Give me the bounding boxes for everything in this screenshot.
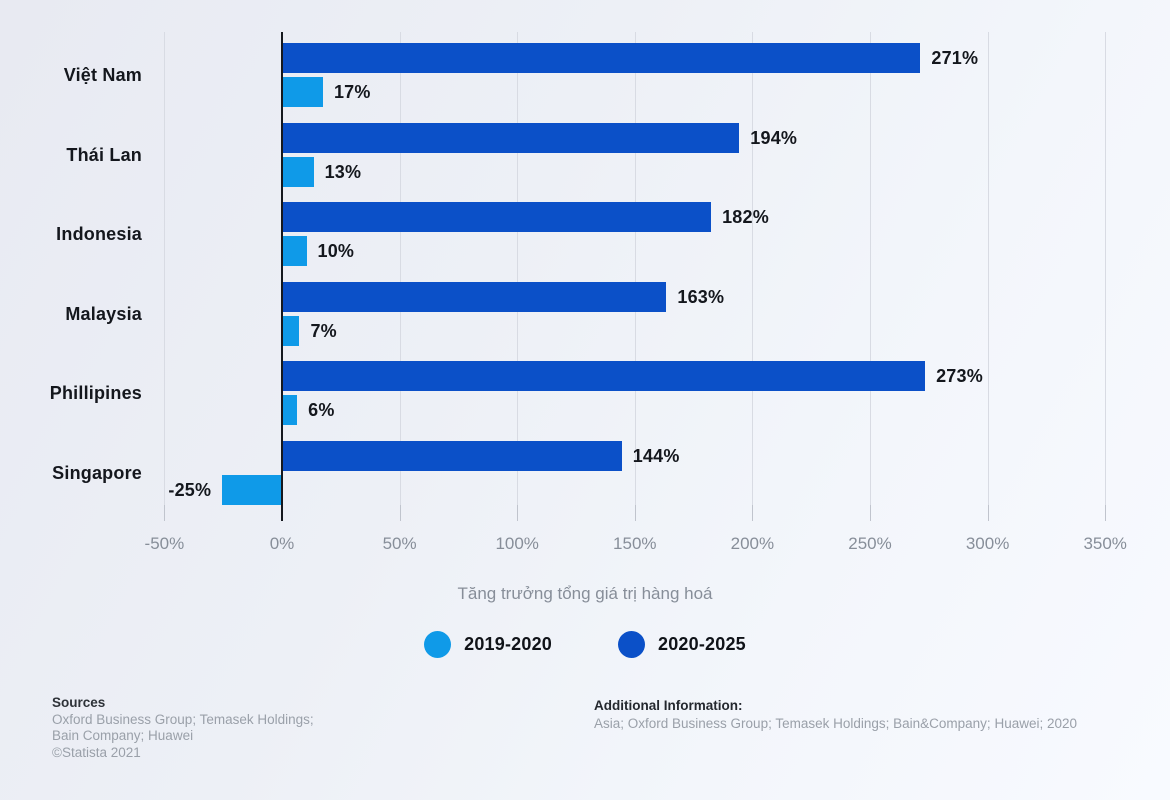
- value-label: 7%: [310, 320, 337, 341]
- x-axis-tick-label: 50%: [382, 534, 417, 553]
- gridline: [164, 32, 166, 505]
- category-label: Singapore: [52, 463, 142, 483]
- value-label: 13%: [324, 161, 362, 182]
- bar-2020-2025: [283, 281, 667, 312]
- bar-2019-2020: [283, 156, 314, 187]
- bar-2020-2025: [283, 202, 712, 233]
- axis-tick-mark: [870, 505, 871, 521]
- bar-2019-2020: [283, 77, 323, 107]
- bar-2020-2025: [283, 122, 740, 153]
- legend-item-2020-2025: 2020-2025: [618, 631, 746, 658]
- gridline: [517, 32, 519, 505]
- value-label: 144%: [632, 446, 680, 466]
- legend: 2019-2020 2020-2025: [0, 631, 1170, 658]
- legend-item-2019-2020: 2019-2020: [424, 631, 552, 658]
- gridline: [1105, 32, 1107, 505]
- sources-line: Bain Company; Huawei: [52, 728, 194, 743]
- legend-swatch-dark-blue: [618, 631, 645, 658]
- bar-2019-2020: [283, 236, 307, 267]
- category-label: Malaysia: [65, 303, 142, 324]
- x-axis-tick-label: 150%: [613, 534, 657, 553]
- value-label: 273%: [936, 366, 983, 387]
- bar-2019-2020: [222, 475, 281, 505]
- sources-block: Sources Oxford Business Group; Temasek H…: [52, 695, 314, 761]
- bar-2019-2020: [283, 315, 300, 346]
- additional-info-text: Asia; Oxford Business Group; Temasek Hol…: [594, 716, 1077, 731]
- gridline: [634, 32, 636, 505]
- value-label: 271%: [931, 48, 979, 68]
- x-axis-tick-label: 100%: [495, 534, 539, 553]
- category-label: Việt Nam: [63, 65, 142, 85]
- value-label: 6%: [308, 400, 335, 421]
- x-axis-tick-label: -50%: [144, 534, 185, 553]
- axis-tick-mark: [517, 505, 519, 521]
- x-axis-tick-label: 300%: [965, 534, 1010, 553]
- legend-label: 2020-2025: [658, 634, 746, 654]
- bar-2020-2025: [283, 43, 921, 73]
- axis-tick-mark: [634, 505, 636, 521]
- gridline: [399, 32, 401, 505]
- gridline: [752, 32, 754, 505]
- x-axis-title: Tăng trưởng tổng giá trị hàng hoá: [457, 584, 713, 603]
- axis-tick-mark: [987, 505, 989, 521]
- sources-line: ©Statista 2021: [52, 744, 141, 760]
- value-label: 194%: [750, 127, 798, 148]
- bar-2019-2020: [283, 395, 298, 426]
- category-label: Thái Lan: [66, 144, 142, 165]
- x-axis-tick-label: 350%: [1083, 534, 1127, 553]
- bar-2020-2025: [283, 441, 622, 471]
- category-label: Phillipines: [49, 383, 142, 404]
- sources-line: Oxford Business Group; Temasek Holdings;: [52, 711, 314, 727]
- zero-axis-line: [281, 32, 283, 521]
- legend-swatch-light-blue: [424, 631, 452, 658]
- value-label: 17%: [333, 82, 371, 102]
- bar-2020-2025: [283, 361, 926, 392]
- sources-title: Sources: [52, 695, 106, 710]
- value-label: 182%: [722, 207, 769, 228]
- additional-info-title: Additional Information:: [594, 698, 743, 713]
- x-axis-tick-label: 200%: [730, 534, 775, 553]
- value-label: -25%: [168, 480, 212, 500]
- axis-tick-mark: [399, 505, 401, 521]
- value-label: 163%: [677, 286, 725, 307]
- axis-tick-mark: [1105, 505, 1107, 521]
- value-label: 10%: [317, 241, 355, 262]
- x-axis-tick-label: 250%: [848, 534, 892, 553]
- axis-tick-mark: [164, 505, 166, 521]
- gridline: [987, 32, 989, 505]
- x-axis-tick-label: 0%: [269, 534, 295, 553]
- legend-label: 2019-2020: [464, 634, 552, 654]
- axis-tick-mark: [752, 505, 754, 521]
- category-label: Indonesia: [56, 224, 142, 245]
- additional-info-block: Additional Information: Asia; Oxford Bus…: [594, 697, 1077, 733]
- gridline: [870, 32, 871, 505]
